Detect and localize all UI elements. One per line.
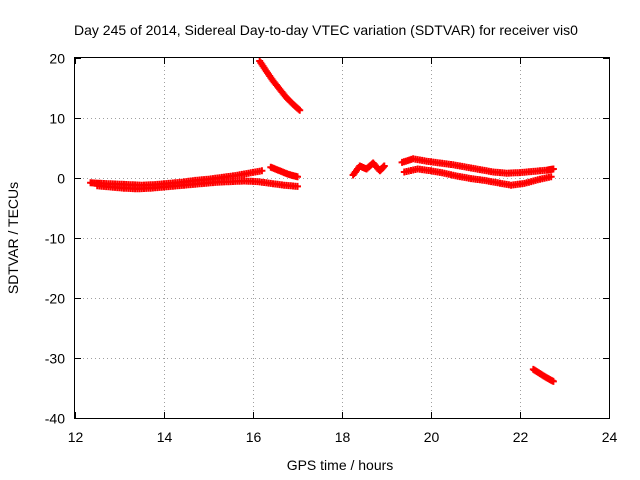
data-point (547, 173, 555, 181)
plot-frame (74, 57, 610, 419)
series-arc-4 (349, 159, 388, 179)
chart-title: Day 245 of 2014, Sidereal Day-to-day VTE… (74, 22, 578, 38)
y-tick-label: -10 (45, 231, 65, 247)
data-point (549, 377, 557, 385)
data-points (87, 57, 557, 385)
data-point (294, 173, 301, 181)
x-axis-label: GPS time / hours (287, 457, 394, 473)
data-point (294, 182, 301, 190)
grid-lines (75, 58, 609, 418)
data-point (380, 162, 388, 170)
y-tick-label: 10 (49, 111, 65, 127)
y-tick-label: -20 (45, 291, 65, 307)
y-tick-label: 0 (57, 171, 65, 187)
x-tick-label: 14 (157, 429, 173, 445)
data-point (549, 165, 557, 173)
x-tick-label: 12 (68, 429, 84, 445)
series-arc-1-lower (93, 177, 301, 193)
data-point (258, 167, 266, 175)
x-tick-label: 18 (335, 429, 351, 445)
x-tick-label: 20 (424, 429, 440, 445)
series-arc-5-upper (398, 155, 557, 177)
axis-ticks: 12 14 16 18 20 22 24 -40 -30 -20 -10 0 10 20 (45, 51, 618, 446)
x-tick-label: 16 (246, 429, 262, 445)
y-tick-label: -30 (45, 351, 65, 367)
y-tick-label: -40 (45, 411, 65, 427)
x-tick-label: 22 (513, 429, 529, 445)
series-arc-5-lower (400, 165, 555, 189)
y-axis-label: SDTVAR / TECUs (5, 182, 21, 294)
x-tick-label: 24 (602, 429, 618, 445)
series-arc-3 (256, 57, 304, 114)
y-tick-label: 20 (49, 51, 65, 67)
data-point (296, 106, 304, 114)
series-arc-6 (529, 365, 557, 385)
series-arc-2 (267, 163, 301, 181)
